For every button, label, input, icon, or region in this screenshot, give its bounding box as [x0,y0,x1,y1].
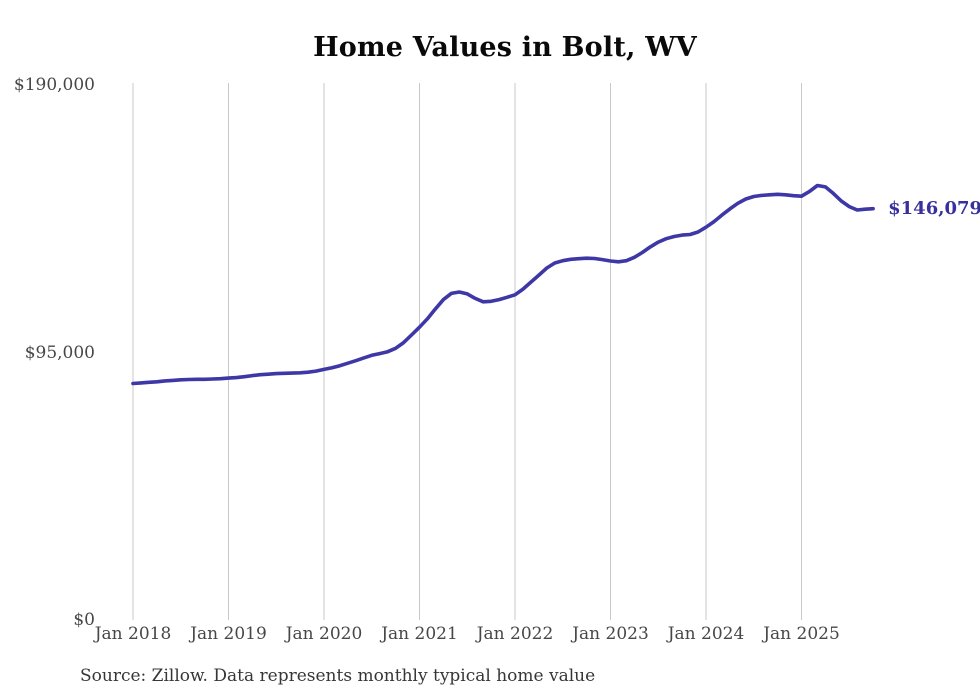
x-axis-tick-label: Jan 2020 [285,624,363,644]
x-axis-tick-label: Jan 2019 [190,624,267,644]
x-axis-tick-label: Jan 2025 [763,624,840,644]
latest-value-label: $146,079 [888,197,980,219]
x-axis-tick-label: Jan 2023 [572,624,649,644]
home-value-line [131,183,875,386]
chart-title: Home Values in Bolt, WV [313,32,697,63]
y-axis-tick-label: $190,000 [13,75,95,95]
x-axis-tick-label: Jan 2018 [94,624,172,644]
x-axis-tick-label: Jan 2022 [476,624,554,644]
y-axis-tick-label: $0 [73,610,95,630]
x-axis-tick-label: Jan 2024 [667,624,745,644]
x-axis-tick-label: Jan 2021 [381,624,458,644]
y-axis-tick-label: $95,000 [24,342,95,363]
source-note: Source: Zillow. Data represents monthly … [80,666,596,686]
